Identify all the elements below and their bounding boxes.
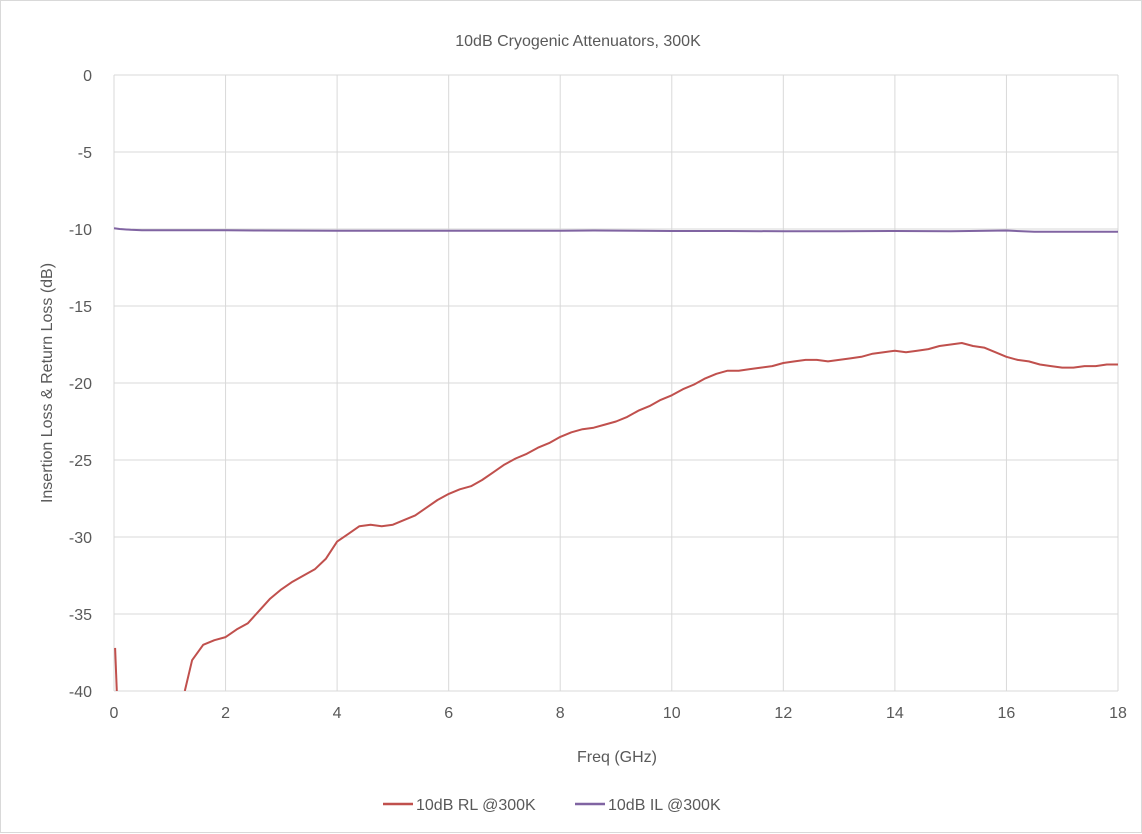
tick-labels: 0 -5 -10 -15 -20 -25 -30 -35 -40 0 2 4 6 8 10 12 14 16 18 [69, 68, 1127, 722]
x-tick-label: 14 [886, 705, 904, 722]
x-tick-label: 8 [556, 705, 565, 722]
legend-label: 10dB IL @300K [608, 797, 721, 814]
y-tick-label: -25 [69, 453, 92, 470]
gridlines [113, 74, 1119, 692]
x-tick-label: 6 [444, 705, 453, 722]
y-tick-label: -35 [69, 607, 92, 624]
y-tick-label: -5 [78, 145, 92, 162]
x-tick-label: 12 [774, 705, 792, 722]
x-tick-label: 4 [333, 705, 342, 722]
y-tick-label: -40 [69, 684, 92, 701]
x-tick-label: 0 [110, 705, 119, 722]
x-tick-label: 2 [221, 705, 230, 722]
x-tick-label: 18 [1109, 705, 1127, 722]
series-layer [114, 227, 1118, 691]
legend-label: 10dB RL @300K [416, 797, 536, 814]
series-line-il [114, 227, 1118, 233]
y-axis-title: Insertion Loss & Return Loss (dB) [39, 263, 56, 503]
y-tick-label: -30 [69, 530, 92, 547]
x-tick-label: 10 [663, 705, 681, 722]
chart-title: 10dB Cryogenic Attenuators, 300K [455, 33, 701, 50]
y-tick-label: 0 [83, 68, 92, 85]
y-tick-label: -20 [69, 376, 92, 393]
series-line-rl [183, 342, 1118, 691]
y-tick-label: -10 [69, 222, 92, 239]
legend: 10dB RL @300K 10dB IL @300K [383, 797, 721, 814]
x-tick-label: 16 [998, 705, 1016, 722]
series-line-rl-start [114, 647, 118, 691]
y-tick-label: -15 [69, 299, 92, 316]
x-axis-title: Freq (GHz) [577, 749, 657, 766]
